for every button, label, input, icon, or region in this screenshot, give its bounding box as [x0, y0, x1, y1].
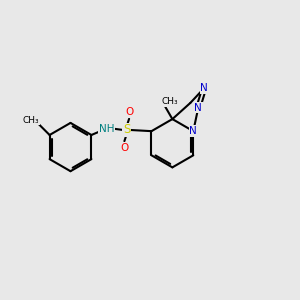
Text: S: S [123, 124, 130, 136]
Text: N: N [194, 103, 202, 112]
Text: O: O [120, 143, 128, 153]
Text: NH: NH [99, 124, 115, 134]
Text: CH₃: CH₃ [23, 116, 39, 125]
Text: O: O [125, 107, 133, 117]
Text: CH₃: CH₃ [161, 97, 178, 106]
Text: N: N [189, 126, 197, 136]
Text: N: N [200, 83, 208, 93]
